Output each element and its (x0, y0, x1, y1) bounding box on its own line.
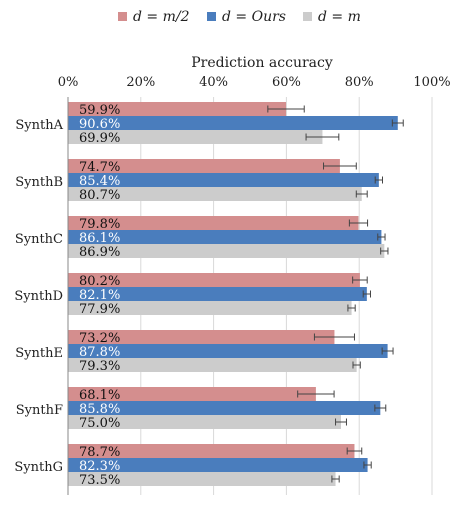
bar-SynthE-s2 (68, 344, 388, 358)
error-bar-SynthC-s2 (377, 233, 386, 241)
value-label-SynthB-s1: 74.7% (79, 160, 120, 175)
error-bar-SynthD-s3 (347, 304, 356, 312)
category-label-SynthA: SynthA (15, 118, 63, 133)
bar-SynthC-s1 (68, 216, 359, 230)
legend-label-3: d = m (318, 9, 361, 25)
bar-SynthD-s3 (68, 301, 352, 315)
value-label-SynthG-s3: 73.5% (79, 473, 120, 488)
bar-SynthF-s1 (68, 387, 316, 401)
value-label-SynthA-s3: 69.9% (79, 131, 120, 146)
value-label-SynthE-s2: 87.8% (79, 345, 120, 360)
value-label-SynthE-s1: 73.2% (79, 331, 120, 346)
error-bar-SynthC-s3 (380, 247, 389, 255)
value-label-SynthC-s3: 86.9% (79, 245, 120, 260)
value-label-SynthD-s1: 80.2% (79, 274, 120, 289)
bar-SynthC-s3 (68, 244, 385, 258)
value-label-SynthC-s1: 79.8% (79, 217, 120, 232)
bar-SynthA-s3 (68, 130, 323, 144)
error-bar-SynthE-s2 (381, 347, 394, 355)
value-label-SynthF-s1: 68.1% (79, 388, 120, 403)
category-label-SynthE: SynthE (15, 346, 63, 361)
legend-swatch-2 (207, 12, 216, 21)
error-bar-SynthB-s3 (355, 190, 368, 198)
error-bar-SynthA-s2 (391, 119, 404, 127)
category-label-SynthG: SynthG (14, 460, 63, 475)
error-bar-SynthB-s2 (374, 176, 383, 184)
bar-SynthA-s1 (68, 102, 287, 116)
value-label-SynthB-s3: 80.7% (79, 188, 120, 203)
error-bar-SynthG-s2 (363, 461, 372, 469)
error-bar-SynthA-s3 (305, 133, 340, 141)
x-tick-label: 40% (199, 75, 228, 90)
bar-SynthB-s1 (68, 159, 340, 173)
legend: d = m/2 d = Ours d = m (118, 9, 361, 25)
value-label-SynthG-s2: 82.3% (79, 459, 120, 474)
error-bar-SynthC-s1 (348, 219, 369, 227)
legend-swatch-1 (118, 12, 127, 21)
value-label-SynthA-s1: 59.9% (79, 103, 120, 118)
legend-label-2: d = Ours (222, 9, 286, 25)
value-label-SynthB-s2: 85.4% (79, 174, 120, 189)
category-label-SynthF: SynthF (16, 403, 63, 418)
error-bar-SynthD-s2 (362, 290, 371, 298)
y-axis-categories: SynthA SynthB SynthC SynthD SynthE SynthF Synt… (14, 118, 63, 475)
bar-SynthA-s2 (68, 116, 398, 130)
error-bar-SynthA-s1 (267, 105, 305, 113)
value-label-SynthC-s2: 86.1% (79, 231, 120, 246)
error-bar-SynthF-s1 (297, 390, 335, 398)
error-bar-SynthF-s2 (374, 404, 387, 412)
category-label-SynthB: SynthB (15, 175, 63, 190)
bar-SynthG-s1 (68, 444, 355, 458)
bar-SynthG-s2 (68, 458, 368, 472)
error-bar-SynthG-s3 (331, 475, 340, 483)
chart-title: Prediction accuracy (191, 55, 333, 71)
bar-SynthC-s2 (68, 230, 382, 244)
x-tick-label: 60% (272, 75, 301, 90)
bar-SynthG-s3 (68, 472, 336, 486)
error-bar-SynthE-s1 (313, 333, 355, 341)
bar-SynthD-s2 (68, 287, 367, 301)
value-label-SynthF-s3: 75.0% (79, 416, 120, 431)
error-bar-SynthF-s3 (335, 418, 347, 426)
x-tick-label: 0% (58, 75, 79, 90)
value-label-SynthE-s3: 79.3% (79, 359, 120, 374)
x-tick-label: 20% (126, 75, 155, 90)
legend-swatch-3 (303, 12, 312, 21)
error-bar-SynthB-s1 (323, 162, 357, 170)
value-label-SynthD-s3: 77.9% (79, 302, 120, 317)
x-tick-label: 100% (413, 75, 450, 90)
value-label-SynthF-s2: 85.8% (79, 402, 120, 417)
bar-SynthE-s3 (68, 358, 357, 372)
bar-SynthD-s1 (68, 273, 360, 287)
error-bar-SynthG-s1 (346, 447, 363, 455)
bar-SynthF-s3 (68, 415, 341, 429)
bar-SynthE-s1 (68, 330, 335, 344)
value-label-SynthG-s1: 78.7% (79, 445, 120, 460)
value-label-SynthA-s2: 90.6% (79, 117, 120, 132)
category-label-SynthC: SynthC (15, 232, 63, 247)
bar-SynthF-s2 (68, 401, 381, 415)
error-bars (267, 105, 404, 483)
bars (68, 102, 398, 486)
legend-label-1: d = m/2 (133, 9, 190, 25)
value-labels: 59.9%90.6%69.9% 74.7%85.4%80.7% 79.8%86.1%… (79, 103, 120, 488)
value-label-SynthD-s2: 82.1% (79, 288, 120, 303)
category-label-SynthD: SynthD (14, 289, 63, 304)
bar-SynthB-s3 (68, 187, 362, 201)
x-axis-ticks: 0% 20% 40% 60% 80% 100% (58, 75, 451, 90)
error-bar-SynthE-s3 (352, 361, 361, 369)
bar-SynthB-s2 (68, 173, 379, 187)
error-bar-SynthD-s1 (352, 276, 368, 284)
x-tick-label: 80% (345, 75, 374, 90)
